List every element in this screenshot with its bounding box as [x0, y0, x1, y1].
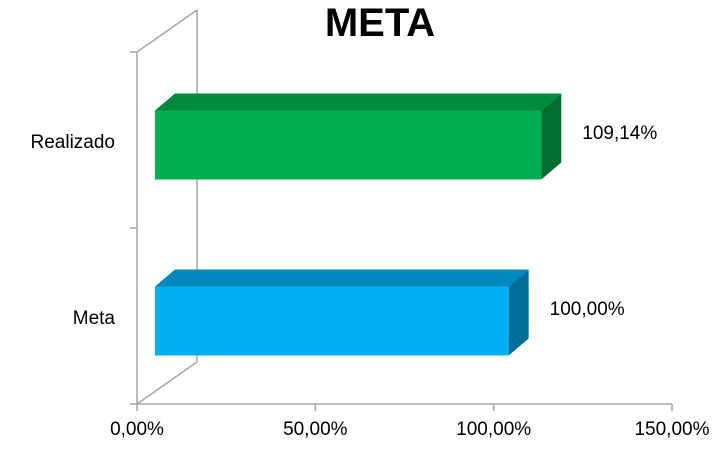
bar-side-face	[541, 93, 562, 180]
bar-meta	[155, 269, 529, 356]
labels: 100,00% Meta 109,14% Realizado	[31, 123, 658, 329]
x-tick-label: 150,00%	[634, 419, 709, 440]
data-label: 100,00%	[550, 299, 625, 320]
floor-left-edge	[136, 361, 198, 405]
bar-top-face	[155, 93, 562, 111]
category-label: Meta	[73, 308, 116, 329]
category-label: Realizado	[31, 132, 116, 153]
chart-title: META	[325, 1, 435, 45]
bar-realizado	[155, 93, 562, 180]
x-tick-label: 50,00%	[283, 419, 348, 440]
bars	[155, 93, 562, 356]
bar-front-face	[155, 110, 542, 180]
bar-front-face	[155, 286, 509, 356]
x-tick-label: 100,00%	[456, 419, 531, 440]
back-wall-left-edge	[136, 9, 198, 53]
bar-top-face	[155, 269, 529, 287]
data-label: 109,14%	[582, 123, 657, 144]
x-tick-label: 0,00%	[110, 419, 164, 440]
value-axis-ticks: 0,00% 50,00% 100,00% 150,00%	[110, 404, 710, 440]
bar-side-face	[508, 269, 529, 356]
